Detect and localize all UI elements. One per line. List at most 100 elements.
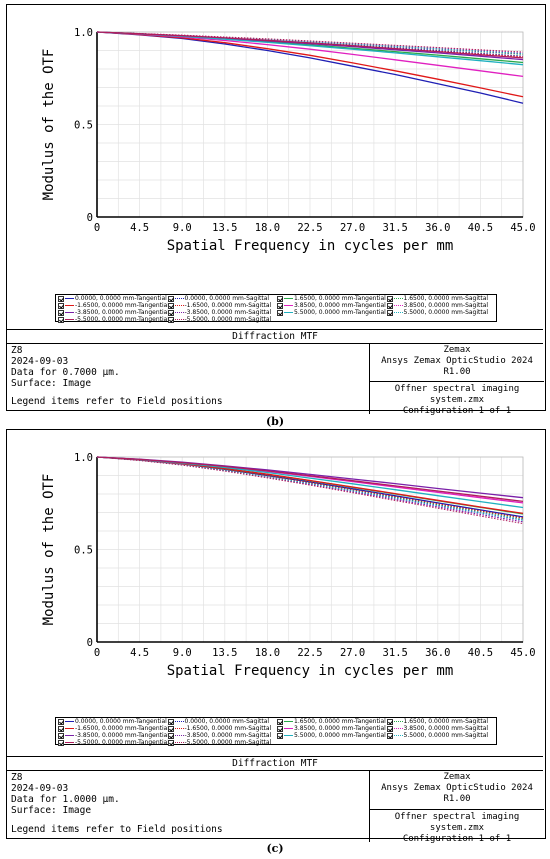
- legend-item[interactable]: 0.0000, 0.0000 mm-Sagittal: [167, 718, 278, 725]
- x-tick-label: 27.0: [340, 647, 365, 659]
- x-tick-label: 22.5: [297, 647, 322, 659]
- legend-item[interactable]: 3.8500, 0.0000 mm-Tangential: [277, 725, 387, 732]
- legend-checkbox-icon[interactable]: [277, 295, 283, 302]
- x-tick-label: 13.5: [212, 222, 237, 234]
- legend-checkbox-icon[interactable]: [58, 302, 64, 309]
- legend-swatch: [393, 312, 403, 313]
- legend-item[interactable]: 0.0000, 0.0000 mm-Sagittal: [167, 295, 278, 302]
- legend-label: 3.8500, 0.0000 mm-Tangential: [294, 725, 386, 732]
- x-tick-label: 40.5: [468, 647, 493, 659]
- legend-item[interactable]: -3.8500, 0.0000 mm-Sagittal: [167, 309, 278, 316]
- legend-checkbox-icon[interactable]: [277, 718, 283, 725]
- legend-label: -5.5000, 0.0000 mm-Tangential: [75, 316, 168, 323]
- info-vendor: Zemax: [443, 345, 471, 355]
- legend-checkbox-icon[interactable]: [167, 295, 174, 302]
- legend-checkbox-icon[interactable]: [58, 725, 64, 732]
- legend-checkbox-icon[interactable]: [386, 302, 393, 309]
- legend-item[interactable]: -1.6500, 0.0000 mm-Tangential: [58, 302, 168, 309]
- legend-c: 0.0000, 0.0000 mm-Tangential 0.0000, 0.00…: [55, 717, 497, 746]
- legend-label: -1.6500, 0.0000 mm-Sagittal: [184, 725, 272, 732]
- legend-item[interactable]: 3.8500, 0.0000 mm-Sagittal: [386, 725, 497, 732]
- info-configuration: Configuration 1 of 1: [402, 406, 512, 416]
- legend-item[interactable]: 1.6500, 0.0000 mm-Sagittal: [386, 295, 497, 302]
- series-group: [96, 456, 524, 525]
- legend-checkbox-icon[interactable]: [167, 316, 174, 323]
- legend-item[interactable]: 1.6500, 0.0000 mm-Sagittal: [386, 718, 497, 725]
- legend-swatch: [174, 298, 184, 299]
- legend-checkbox-icon[interactable]: [386, 718, 393, 725]
- legend-swatch: [284, 735, 293, 736]
- info-configuration: Configuration 1 of 1: [402, 834, 512, 844]
- legend-item[interactable]: -5.5000, 0.0000 mm-Sagittal: [167, 316, 278, 323]
- legend-swatch: [174, 728, 184, 729]
- legend-checkbox-icon[interactable]: [167, 302, 174, 309]
- info-title: Diffraction MTF: [7, 330, 543, 344]
- legend-checkbox-icon[interactable]: [167, 309, 174, 316]
- series-line: [96, 456, 524, 503]
- legend-item[interactable]: 5.5000, 0.0000 mm-Tangential: [277, 309, 387, 316]
- legend-swatch: [284, 721, 293, 722]
- mtf-plot-c: 0 4.5 9.0 13.5 18.0 22.5 27.0 31.5 36.0 40.5 45.0 0…: [41, 452, 536, 679]
- legend-checkbox-icon[interactable]: [58, 295, 64, 302]
- legend-item[interactable]: 5.5000, 0.0000 mm-Sagittal: [386, 309, 497, 316]
- legend-item[interactable]: 0.0000, 0.0000 mm-Tangential: [58, 295, 168, 302]
- legend-checkbox-icon[interactable]: [58, 309, 64, 316]
- legend-item[interactable]: -3.8500, 0.0000 mm-Tangential: [58, 732, 168, 739]
- legend-label: -5.5000, 0.0000 mm-Sagittal: [184, 739, 272, 746]
- info-vendor: Zemax: [443, 772, 471, 782]
- x-axis-label: Spatial Frequency in cycles per mm: [167, 663, 454, 679]
- legend-checkbox-icon[interactable]: [58, 718, 64, 725]
- legend-label: 5.5000, 0.0000 mm-Tangential: [294, 309, 386, 316]
- legend-item[interactable]: -5.5000, 0.0000 mm-Sagittal: [167, 739, 278, 746]
- info-left: Z8 2024-09-03 Data for 1.0000 µm. Surfac…: [11, 772, 223, 835]
- info-note: Legend items refer to Field positions: [11, 396, 223, 407]
- legend-item[interactable]: -1.6500, 0.0000 mm-Sagittal: [167, 302, 278, 309]
- x-tick-label: 45.0: [510, 222, 535, 234]
- legend-item[interactable]: 3.8500, 0.0000 mm-Sagittal: [386, 302, 497, 309]
- legend-item[interactable]: -5.5000, 0.0000 mm-Tangential: [58, 316, 168, 323]
- legend-checkbox-icon[interactable]: [386, 725, 393, 732]
- legend-checkbox-icon[interactable]: [167, 739, 174, 746]
- legend-label: 5.5000, 0.0000 mm-Sagittal: [403, 732, 489, 739]
- legend-item[interactable]: -5.5000, 0.0000 mm-Tangential: [58, 739, 168, 746]
- legend-item[interactable]: 1.6500, 0.0000 mm-Tangential: [277, 295, 387, 302]
- caption-c: (c): [266, 842, 284, 855]
- x-tick-label: 45.0: [510, 647, 535, 659]
- legend-item[interactable]: 3.8500, 0.0000 mm-Tangential: [277, 302, 387, 309]
- legend-checkbox-icon[interactable]: [277, 732, 283, 739]
- legend-swatch: [174, 735, 184, 736]
- legend-swatch: [174, 721, 184, 722]
- grid: [96, 31, 524, 218]
- info-block-c: Diffraction MTF Z8 2024-09-03 Data for 1…: [7, 756, 544, 844]
- legend-checkbox-icon[interactable]: [277, 302, 283, 309]
- x-tick-label: 27.0: [340, 222, 365, 234]
- legend-item[interactable]: -3.8500, 0.0000 mm-Sagittal: [167, 732, 278, 739]
- info-product: Zemax Ansys Zemax OpticStudio 2024 R1.00: [369, 344, 544, 381]
- series-group: [96, 31, 524, 104]
- y-tick-label: 0.5: [74, 545, 93, 557]
- legend-checkbox-icon[interactable]: [58, 739, 64, 746]
- x-tick-label: 13.5: [212, 647, 237, 659]
- legend-checkbox-icon[interactable]: [167, 732, 174, 739]
- legend-item[interactable]: -1.6500, 0.0000 mm-Sagittal: [167, 725, 278, 732]
- legend-item[interactable]: -3.8500, 0.0000 mm-Tangential: [58, 309, 168, 316]
- legend-item[interactable]: 5.5000, 0.0000 mm-Sagittal: [386, 732, 497, 739]
- legend-checkbox-icon[interactable]: [277, 309, 283, 316]
- legend-item[interactable]: 0.0000, 0.0000 mm-Tangential: [58, 718, 168, 725]
- legend-item[interactable]: -1.6500, 0.0000 mm-Tangential: [58, 725, 168, 732]
- legend-checkbox-icon[interactable]: [167, 718, 174, 725]
- legend-item[interactable]: 1.6500, 0.0000 mm-Tangential: [277, 718, 387, 725]
- legend-label: 5.5000, 0.0000 mm-Sagittal: [403, 309, 489, 316]
- legend-label: -1.6500, 0.0000 mm-Sagittal: [184, 302, 272, 309]
- legend-checkbox-icon[interactable]: [277, 725, 283, 732]
- legend-checkbox-icon[interactable]: [167, 725, 174, 732]
- info-block-b: Diffraction MTF Z8 2024-09-03 Data for 0…: [7, 329, 544, 416]
- x-tick-label: 4.5: [130, 222, 149, 234]
- legend-checkbox-icon[interactable]: [58, 316, 64, 323]
- legend-checkbox-icon[interactable]: [58, 732, 64, 739]
- legend-checkbox-icon[interactable]: [386, 295, 393, 302]
- legend-checkbox-icon[interactable]: [386, 732, 393, 739]
- legend-checkbox-icon[interactable]: [386, 309, 393, 316]
- legend-label: 0.0000, 0.0000 mm-Sagittal: [184, 295, 270, 302]
- legend-item[interactable]: 5.5000, 0.0000 mm-Tangential: [277, 732, 387, 739]
